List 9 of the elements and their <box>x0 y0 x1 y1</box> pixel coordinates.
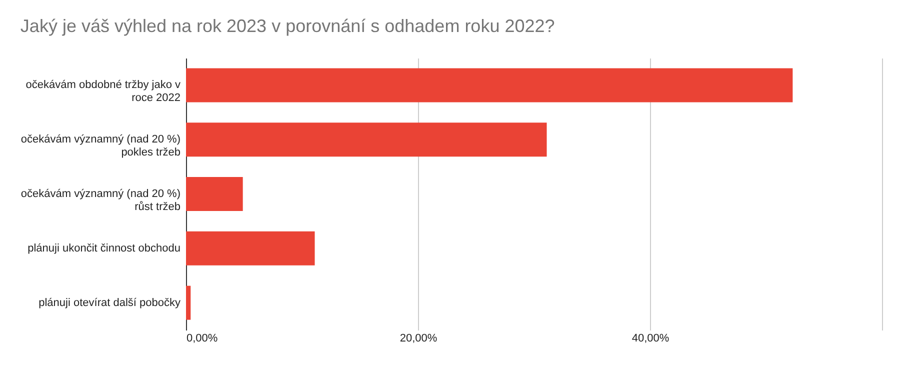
y-tick-label: očekávám významný (nad 20 %) pokles tržeb <box>20 134 180 159</box>
y-tick-label: očekávám významný (nad 20 %) růst tržeb <box>20 188 180 213</box>
x-tick-label: 0,00% <box>186 332 218 344</box>
chart-title: Jaký je váš výhled na rok 2023 v porovnání s odhadem roku 2022? <box>20 16 555 36</box>
y-tick-label: plánuji otevírat další pobočky <box>38 296 181 309</box>
x-tick-label: 40,00% <box>632 332 670 344</box>
y-tick-label: plánuji ukončit činnost obchodu <box>28 242 180 254</box>
x-tick-label: 20,00% <box>400 332 438 344</box>
y-tick-label: očekávám obdobné tržby jako v roce 2022 <box>26 79 181 104</box>
